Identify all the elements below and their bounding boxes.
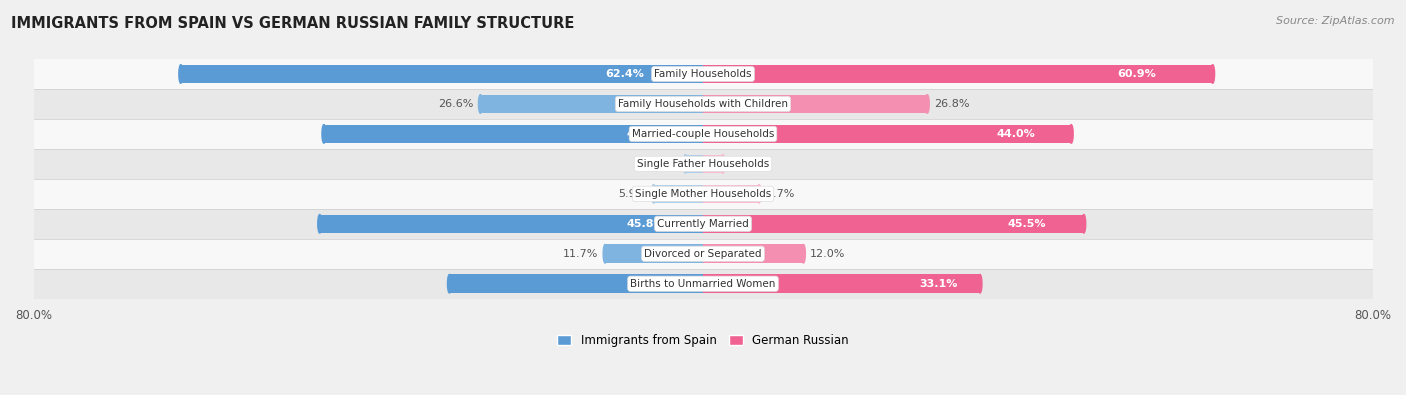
FancyBboxPatch shape [34,59,1372,89]
Bar [703,184,759,203]
Ellipse shape [651,184,655,203]
Text: 33.1%: 33.1% [920,279,957,289]
Text: 26.6%: 26.6% [439,99,474,109]
Ellipse shape [1211,65,1215,83]
Text: IMMIGRANTS FROM SPAIN VS GERMAN RUSSIAN FAMILY STRUCTURE: IMMIGRANTS FROM SPAIN VS GERMAN RUSSIAN … [11,16,575,31]
FancyBboxPatch shape [34,239,1372,269]
FancyBboxPatch shape [34,179,1372,209]
Text: Married-couple Households: Married-couple Households [631,129,775,139]
Ellipse shape [322,124,326,143]
Bar [703,124,1071,143]
Bar [319,214,703,233]
Legend: Immigrants from Spain, German Russian: Immigrants from Spain, German Russian [553,329,853,352]
Text: Births to Unmarried Women: Births to Unmarried Women [630,279,776,289]
Text: Single Mother Households: Single Mother Households [636,189,770,199]
FancyBboxPatch shape [34,89,1372,119]
FancyBboxPatch shape [34,269,1372,299]
Ellipse shape [318,214,322,233]
Bar [450,275,703,293]
Text: 26.8%: 26.8% [934,99,970,109]
Ellipse shape [721,154,725,173]
Ellipse shape [478,95,482,113]
Text: Divorced or Separated: Divorced or Separated [644,249,762,259]
Bar [686,154,703,173]
Text: 60.9%: 60.9% [1116,69,1156,79]
Text: 5.9%: 5.9% [619,189,647,199]
Text: 62.4%: 62.4% [605,69,644,79]
Ellipse shape [756,184,761,203]
Bar [703,275,980,293]
Ellipse shape [447,275,451,293]
Bar [703,214,1084,233]
Text: 44.0%: 44.0% [997,129,1035,139]
Text: 45.8%: 45.8% [626,219,665,229]
Text: 12.0%: 12.0% [810,249,845,259]
Ellipse shape [979,275,981,293]
Ellipse shape [179,65,183,83]
Ellipse shape [1081,214,1085,233]
Ellipse shape [603,245,607,263]
Bar [323,124,703,143]
Text: 2.4%: 2.4% [730,159,758,169]
FancyBboxPatch shape [34,119,1372,149]
Ellipse shape [925,95,929,113]
Bar [654,184,703,203]
Bar [481,95,703,113]
Bar [703,65,1212,83]
Text: Currently Married: Currently Married [657,219,749,229]
Text: 45.5%: 45.5% [1008,219,1046,229]
Bar [605,245,703,263]
FancyBboxPatch shape [34,209,1372,239]
Bar [703,245,803,263]
Text: 11.7%: 11.7% [562,249,599,259]
Ellipse shape [1070,124,1073,143]
Text: 30.3%: 30.3% [645,279,685,289]
Bar [703,154,723,173]
Text: 2.1%: 2.1% [651,159,679,169]
FancyBboxPatch shape [34,149,1372,179]
Text: Family Households with Children: Family Households with Children [619,99,787,109]
Text: 45.3%: 45.3% [627,129,665,139]
Text: Single Father Households: Single Father Households [637,159,769,169]
Bar [181,65,703,83]
Ellipse shape [801,245,806,263]
Ellipse shape [683,154,688,173]
Text: 6.7%: 6.7% [766,189,794,199]
Text: Family Households: Family Households [654,69,752,79]
Bar [703,95,928,113]
Text: Source: ZipAtlas.com: Source: ZipAtlas.com [1277,16,1395,26]
